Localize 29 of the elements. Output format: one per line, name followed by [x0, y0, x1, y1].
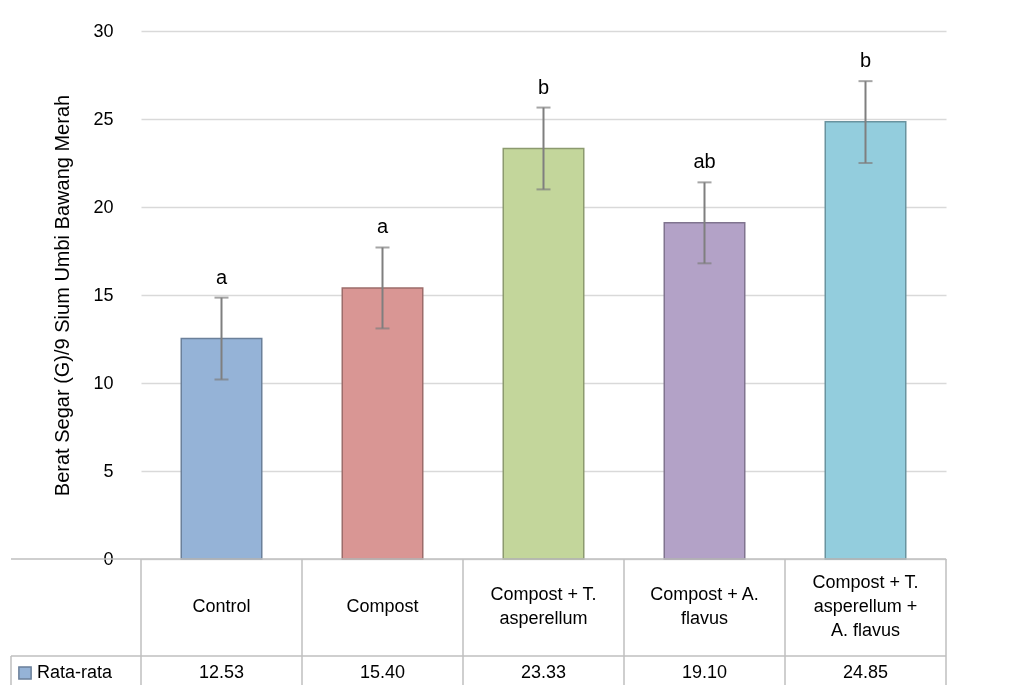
bar [341, 287, 424, 560]
bar [824, 120, 907, 560]
annotation: ab [693, 150, 716, 173]
y-tick-label: 30 [93, 20, 114, 41]
y-tick-label: 25 [93, 108, 114, 129]
text: 19.10 [681, 662, 728, 682]
annotation: b [537, 75, 550, 98]
bar [663, 222, 746, 560]
legend-label: Rata-rata [37, 662, 114, 682]
bar [502, 147, 585, 560]
annotation: b [859, 49, 872, 72]
y-tick-label: 20 [93, 196, 114, 217]
annotation: a [376, 215, 389, 238]
text: 24.85 [842, 662, 889, 682]
y-tick-label: 5 [103, 460, 114, 481]
text: 12.53 [198, 662, 245, 682]
y-tick-label: 15 [93, 284, 114, 305]
x-tick-label: Compost + T. asperellum + A. flavus [812, 572, 919, 640]
annotation: a [215, 265, 228, 288]
y-tick-label: 0 [103, 548, 114, 569]
x-tick-label: Compost + T. asperellum [490, 584, 597, 628]
y-tick-label: 10 [93, 372, 114, 393]
text: 23.33 [520, 662, 567, 682]
text: 15.40 [359, 662, 406, 682]
x-tick-label: Compost [346, 596, 419, 616]
y-axis-title: Berat Segar (G)/9 Sium Umbi Bawang Merah [51, 94, 74, 497]
bar [180, 337, 263, 560]
x-tick-label: Control [192, 596, 251, 616]
x-tick-label: Compost + A. flavus [650, 584, 759, 628]
